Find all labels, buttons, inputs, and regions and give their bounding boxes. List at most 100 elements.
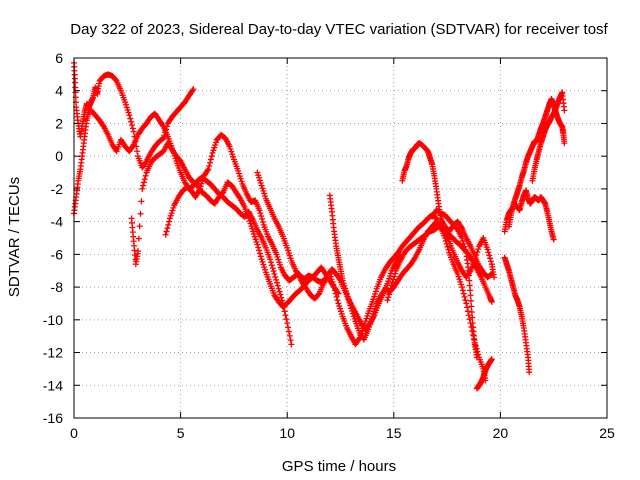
data-point	[259, 218, 266, 225]
data-point	[208, 153, 215, 160]
data-point	[190, 86, 197, 93]
data-point	[389, 279, 396, 286]
data-point	[204, 167, 211, 174]
data-point	[275, 285, 282, 292]
data-point	[468, 308, 475, 315]
data-point	[331, 284, 338, 291]
data-point	[469, 327, 476, 334]
data-point	[473, 354, 480, 361]
data-point	[255, 244, 262, 251]
data-point	[466, 269, 473, 276]
data-point	[273, 279, 280, 286]
data-point	[488, 271, 495, 277]
data-point	[384, 297, 391, 304]
data-point	[388, 282, 395, 289]
y-tick-label: -10	[43, 312, 63, 328]
data-point	[386, 291, 393, 298]
y-tick-label: 2	[55, 115, 63, 131]
data-point	[272, 273, 279, 280]
data-point	[475, 246, 482, 253]
data-point	[459, 237, 466, 244]
data-point	[258, 213, 265, 220]
data-point	[459, 284, 466, 291]
x-axis-label: GPS time / hours	[282, 458, 396, 475]
data-point	[282, 312, 289, 319]
data-point	[128, 118, 135, 125]
data-point	[278, 294, 285, 301]
data-point	[485, 249, 492, 256]
data-point	[462, 297, 469, 304]
x-tick-label: 15	[386, 425, 402, 441]
data-point	[207, 156, 214, 163]
data-point	[343, 290, 350, 297]
data-point	[355, 336, 362, 343]
data-point	[346, 299, 353, 306]
y-tick-label: -2	[51, 181, 64, 197]
data-point	[127, 115, 134, 122]
data-point	[285, 328, 292, 335]
data-point	[287, 337, 294, 344]
data-point	[345, 296, 352, 303]
x-tick-label: 25	[599, 425, 615, 441]
data-point	[267, 256, 274, 263]
data-point	[256, 207, 263, 214]
data-point	[288, 341, 295, 348]
data-point	[550, 236, 557, 243]
data-point	[444, 243, 451, 250]
data-point	[467, 297, 474, 304]
data-point	[460, 290, 467, 297]
data-point	[286, 332, 293, 339]
series-track-e	[254, 169, 489, 384]
data-point	[284, 320, 291, 327]
data-point	[276, 288, 283, 295]
data-point	[347, 302, 354, 309]
data-point	[465, 312, 472, 319]
data-points	[71, 59, 568, 392]
x-tick-label: 5	[177, 425, 185, 441]
series-track-i	[429, 207, 480, 361]
data-point	[387, 285, 394, 292]
data-point	[257, 210, 264, 217]
data-point	[164, 225, 171, 232]
data-point	[469, 314, 476, 321]
plot-frame	[73, 57, 608, 419]
data-point	[138, 198, 145, 205]
data-point	[128, 122, 135, 129]
data-point	[461, 243, 468, 250]
series-track-k	[501, 254, 533, 376]
data-point	[160, 135, 167, 142]
data-point	[269, 265, 276, 272]
data-point	[386, 288, 393, 295]
data-point	[464, 308, 471, 315]
data-point	[445, 246, 452, 253]
data-point	[459, 287, 466, 294]
data-point	[468, 303, 475, 310]
data-point	[385, 294, 392, 301]
data-point	[139, 185, 146, 192]
data-point	[390, 276, 397, 283]
data-point	[274, 282, 281, 289]
data-point	[134, 248, 141, 255]
data-point	[488, 258, 495, 265]
y-axis-label: SDTVAR / TECUs	[6, 177, 23, 297]
data-point	[126, 112, 133, 119]
data-point	[267, 259, 274, 266]
data-point	[270, 268, 277, 275]
data-point	[334, 297, 341, 304]
data-point	[467, 292, 474, 299]
series-track-l	[501, 187, 557, 243]
data-point	[256, 250, 263, 257]
data-point	[165, 221, 172, 228]
chart-title: Day 322 of 2023, Sidereal Day-to-day VTE…	[70, 21, 608, 38]
data-point	[162, 231, 169, 238]
data-point	[392, 270, 399, 277]
y-tick-label: 6	[55, 50, 63, 66]
data-point	[140, 179, 147, 186]
y-tick-label: -16	[43, 410, 63, 426]
series-track-n	[529, 89, 568, 184]
data-point	[332, 290, 339, 297]
data-point	[561, 140, 568, 147]
y-tick-label: -14	[43, 377, 63, 393]
data-point	[137, 210, 144, 217]
